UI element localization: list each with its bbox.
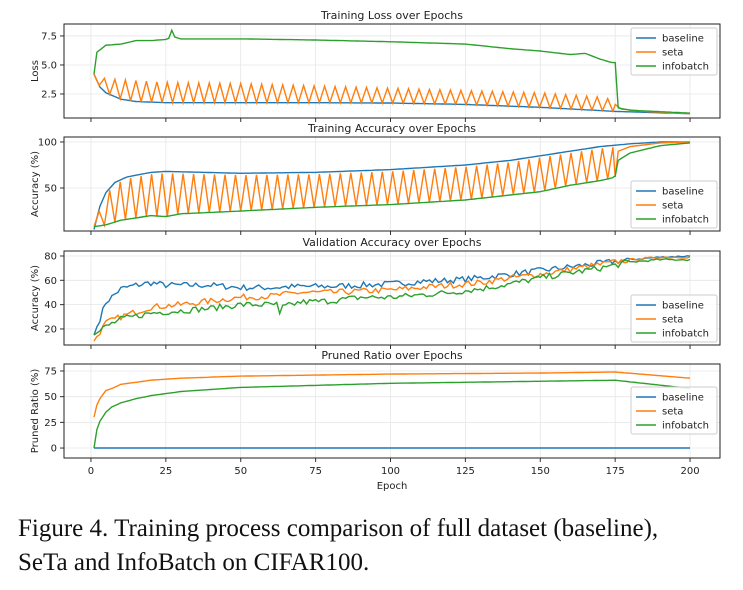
series-line-baseline [93, 141, 690, 230]
series-line-baseline [93, 255, 691, 336]
y-axis-label: Loss [30, 60, 41, 82]
series-line-seta [93, 73, 691, 115]
plot-frame [63, 250, 721, 346]
legend-label-infobatch: infobatch [662, 62, 709, 73]
chart-title: Training Accuracy over Epochs [307, 122, 476, 135]
legend-box [630, 27, 718, 76]
legend-box [630, 294, 718, 343]
legend: baseline seta infobatch [630, 386, 718, 435]
legend-label-seta: seta [662, 201, 683, 212]
panel-pruned-ratio: Pruned Ratio over Epochs 0 25 50 75 0 25 50 75 10… [30, 349, 721, 492]
legend-label-seta: seta [662, 48, 683, 59]
legend-label-baseline: baseline [662, 301, 704, 312]
x-tick-label: 175 [606, 466, 625, 477]
legend-label-baseline: baseline [662, 393, 704, 404]
y-tick-label: 80 [44, 251, 57, 262]
y-axis-label: Accuracy (%) [30, 151, 41, 217]
y-axis-label: Pruned Ratio (%) [30, 369, 41, 454]
x-tick-label: 150 [531, 466, 550, 477]
y-tick-label: 25 [44, 418, 57, 429]
y-axis-label: Accuracy (%) [30, 265, 41, 331]
plot-frame [63, 136, 721, 232]
series-line-infobatch [93, 258, 691, 336]
legend-label-seta: seta [662, 407, 683, 418]
y-tick-label: 40 [44, 300, 57, 311]
y-tick-label: 100 [38, 137, 57, 148]
series-line-seta [93, 256, 691, 342]
y-tick-label: 50 [44, 392, 57, 403]
plot-frame [63, 363, 721, 459]
series-line-infobatch [93, 379, 691, 449]
legend-box [630, 386, 718, 435]
y-tick-label: 0 [51, 444, 57, 455]
legend-label-infobatch: infobatch [662, 329, 709, 340]
x-axis-label: Epoch [377, 481, 408, 492]
x-tick-label: 200 [680, 466, 699, 477]
x-tick-label: 50 [234, 466, 247, 477]
panel-validation-accuracy: Validation Accuracy over Epochs 20 40 60 80A… [30, 236, 721, 349]
y-tick-label: 50 [44, 184, 57, 195]
legend-label-baseline: baseline [662, 34, 704, 45]
x-tick-label: 75 [309, 466, 322, 477]
plot-frame [63, 23, 721, 119]
y-tick-label: 60 [44, 276, 57, 287]
y-tick-label: 20 [44, 324, 57, 335]
series-line-infobatch [93, 28, 691, 114]
caption-line-2: SeTa and InfoBatch on CIFAR100. [18, 549, 370, 576]
x-tick-label: 100 [381, 466, 400, 477]
panel-training-accuracy: Training Accuracy over Epochs 50 100 Accura… [30, 122, 721, 235]
y-tick-label: 2.5 [41, 89, 57, 100]
panel-training-loss: Training Loss over Epochs 2.5 5.0 7.5 Loss ba… [30, 9, 721, 122]
legend-box [630, 180, 718, 229]
legend: baseline seta infobatch [630, 294, 718, 343]
x-tick-label: 0 [88, 466, 94, 477]
legend: baseline seta infobatch [630, 180, 718, 229]
figure-caption: Figure 4. Training process comparison of… [18, 512, 738, 580]
legend-label-infobatch: infobatch [662, 421, 709, 432]
x-tick-label: 125 [456, 466, 475, 477]
legend-label-seta: seta [662, 315, 683, 326]
y-tick-label: 5.0 [41, 60, 57, 71]
chart-title: Training Loss over Epochs [320, 9, 463, 22]
legend-label-infobatch: infobatch [662, 215, 709, 226]
legend: baseline seta infobatch [630, 27, 718, 76]
legend-label-baseline: baseline [662, 187, 704, 198]
figure: Training Loss over Epochs 2.5 5.0 7.5 Loss ba… [30, 9, 721, 492]
series-line-seta [93, 371, 691, 418]
chart-title: Pruned Ratio over Epochs [321, 349, 463, 362]
x-tick-label: 25 [159, 466, 172, 477]
y-tick-label: 7.5 [41, 31, 57, 42]
caption-line-1: Figure 4. Training process comparison of… [18, 515, 659, 542]
series-line-infobatch [93, 142, 691, 228]
chart-title: Validation Accuracy over Epochs [303, 236, 482, 249]
y-tick-label: 75 [44, 366, 57, 377]
